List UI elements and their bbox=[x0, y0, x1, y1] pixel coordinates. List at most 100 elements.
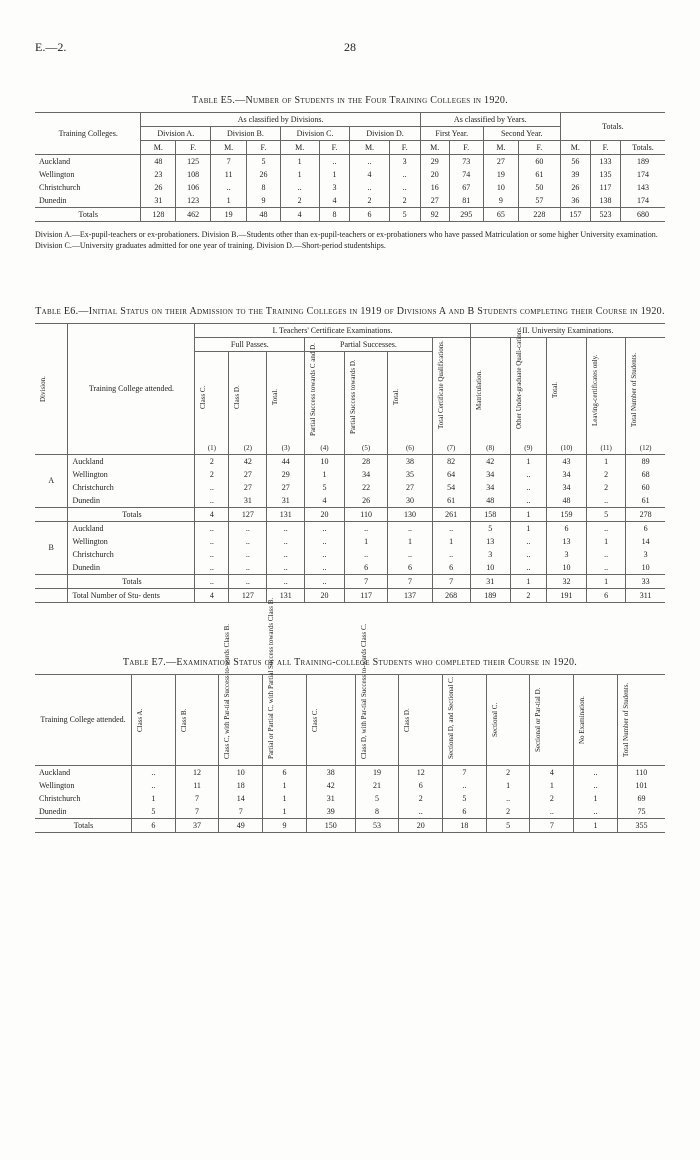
cell: 127 bbox=[229, 507, 267, 521]
cell: 462 bbox=[176, 208, 211, 222]
page-number: 28 bbox=[344, 40, 356, 55]
table-e7: Training College attended. Class A. Clas… bbox=[35, 674, 665, 833]
th-total: Total. bbox=[550, 347, 560, 433]
cell: 174 bbox=[621, 194, 665, 208]
cell: .. bbox=[530, 805, 574, 819]
cell: 6 bbox=[344, 561, 388, 575]
cell: 29 bbox=[267, 468, 305, 481]
cell: 42 bbox=[306, 779, 355, 792]
th-tot: Total Number of Students. bbox=[621, 677, 631, 763]
th-divisions: As classified by Divisions. bbox=[141, 113, 420, 127]
cell: 31 bbox=[267, 494, 305, 508]
cell: 2 bbox=[399, 792, 443, 805]
th-totalcert: Total Certificate Qualifications. bbox=[436, 347, 446, 433]
cell: 117 bbox=[344, 588, 388, 602]
th-n: (9) bbox=[510, 442, 546, 455]
th-n: (10) bbox=[546, 442, 586, 455]
th-noex: No Examination. bbox=[577, 677, 587, 763]
cell: 22 bbox=[344, 481, 388, 494]
cell: .. bbox=[574, 765, 618, 779]
cell: .. bbox=[574, 779, 618, 792]
cell: 11 bbox=[175, 779, 219, 792]
cell: 228 bbox=[519, 208, 561, 222]
th-n: (3) bbox=[267, 442, 305, 455]
cell: 3 bbox=[389, 155, 420, 169]
cell: 10 bbox=[546, 561, 586, 575]
cell: 10 bbox=[219, 765, 263, 779]
cell: 65 bbox=[483, 208, 518, 222]
cell: 117 bbox=[590, 181, 620, 194]
header-left: E.—2. bbox=[35, 40, 66, 55]
cell: 1 bbox=[486, 779, 530, 792]
cell: .. bbox=[195, 561, 229, 575]
th-n: (5) bbox=[344, 442, 388, 455]
cell: .. bbox=[267, 535, 305, 548]
cell: 4 bbox=[305, 494, 345, 508]
cell: 7 bbox=[432, 574, 470, 588]
cell bbox=[35, 588, 68, 602]
cell: .. bbox=[510, 494, 546, 508]
cell: 6 bbox=[132, 818, 176, 832]
cell: .. bbox=[195, 494, 229, 508]
cell: 69 bbox=[617, 792, 665, 805]
cell: 10 bbox=[470, 561, 510, 575]
cell: 1 bbox=[280, 155, 319, 169]
page-header: E.—2. 28 bbox=[35, 40, 665, 55]
cell bbox=[35, 507, 68, 521]
cell: .. bbox=[389, 181, 420, 194]
cell: .. bbox=[305, 535, 345, 548]
cell: 1 bbox=[587, 574, 626, 588]
cell: 30 bbox=[388, 494, 432, 508]
cell: .. bbox=[132, 779, 176, 792]
cell: 9 bbox=[263, 818, 307, 832]
th-training: Training Colleges. bbox=[35, 113, 141, 155]
cell: .. bbox=[211, 181, 247, 194]
row-label: Wellington bbox=[35, 779, 132, 792]
cell: 39 bbox=[306, 805, 355, 819]
row-label: Totals bbox=[68, 507, 195, 521]
cell: 189 bbox=[621, 155, 665, 169]
th-sec1: I. Teachers' Certificate Examinations. bbox=[195, 323, 470, 337]
cell: 19 bbox=[211, 208, 247, 222]
cell: .. bbox=[229, 548, 267, 561]
row-label: Dunedin bbox=[68, 494, 195, 508]
cell: .. bbox=[432, 521, 470, 535]
cell: 130 bbox=[388, 507, 432, 521]
cell: 355 bbox=[617, 818, 665, 832]
cell: .. bbox=[399, 805, 443, 819]
cell: 12 bbox=[175, 765, 219, 779]
cell: 1 bbox=[344, 535, 388, 548]
cell: .. bbox=[305, 561, 345, 575]
table-row: Auckland..12106381912724..110 bbox=[35, 765, 665, 779]
cell: 7 bbox=[175, 792, 219, 805]
cell: 11 bbox=[211, 168, 247, 181]
th-leaving: Leaving-certificates only. bbox=[590, 347, 600, 433]
row-label: Wellington bbox=[68, 535, 195, 548]
cell: 101 bbox=[617, 779, 665, 792]
cell: 128 bbox=[141, 208, 176, 222]
row-label: Christchurch bbox=[35, 181, 141, 194]
table-row: Christchurch..2727522275434..34260 bbox=[35, 481, 665, 494]
th-firstYr: First Year. bbox=[420, 127, 483, 141]
cell: 13 bbox=[470, 535, 510, 548]
cell: .. bbox=[389, 168, 420, 181]
cell: 10 bbox=[626, 561, 665, 575]
cell: 7 bbox=[219, 805, 263, 819]
cell: 50 bbox=[519, 181, 561, 194]
cell: 39 bbox=[560, 168, 590, 181]
cell: 106 bbox=[176, 181, 211, 194]
cell: 6 bbox=[626, 521, 665, 535]
cell: 108 bbox=[176, 168, 211, 181]
cell: 61 bbox=[519, 168, 561, 181]
cell: 158 bbox=[470, 507, 510, 521]
cell: 4 bbox=[319, 194, 350, 208]
cell: .. bbox=[229, 561, 267, 575]
th-partial: Partial Successes. bbox=[305, 337, 432, 351]
cell: 29 bbox=[420, 155, 449, 169]
cell: 1 bbox=[280, 168, 319, 181]
cell: 92 bbox=[420, 208, 449, 222]
cell: 34 bbox=[546, 468, 586, 481]
th-division: Division. bbox=[38, 346, 48, 432]
cell: 125 bbox=[176, 155, 211, 169]
cell: 42 bbox=[229, 454, 267, 468]
